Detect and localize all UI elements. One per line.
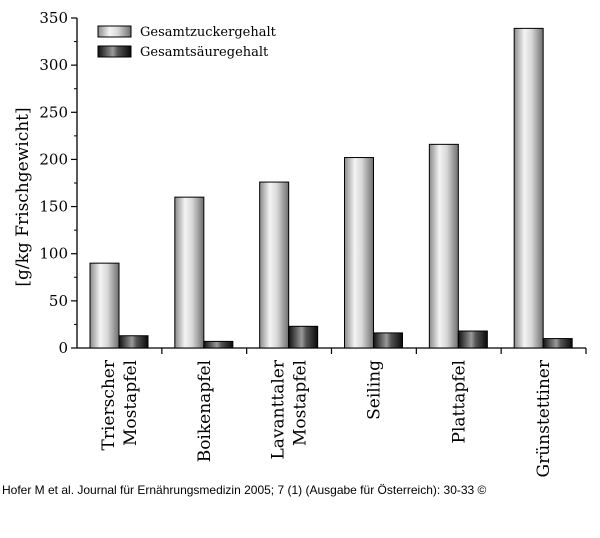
y-tick-label: 0 — [58, 339, 68, 357]
x-category-label: Trierscher — [99, 359, 119, 450]
bar-gesamtzucker — [259, 181, 290, 349]
bar-gesamtsaeure — [203, 340, 234, 349]
y-tick-label: 200 — [39, 150, 68, 168]
bar-gesamtzucker — [428, 143, 459, 349]
x-category-label: Boikenapfel — [195, 360, 215, 462]
y-tick-label: 100 — [39, 245, 68, 263]
bar-gesamtsaeure — [373, 332, 403, 349]
legend-label: Gesamtzuckergehalt — [140, 25, 277, 40]
x-category-label: Plattapfel — [449, 360, 469, 443]
bar-gesamtzucker — [513, 27, 544, 349]
y-tick-label: 150 — [39, 198, 68, 216]
legend: Gesamtzuckergehalt Gesamtsäuregehalt — [97, 25, 277, 60]
chart-axes — [71, 17, 587, 354]
chart-bars — [89, 27, 573, 349]
y-tick-label: 250 — [39, 103, 68, 121]
legend-label: Gesamtsäuregehalt — [140, 45, 269, 60]
legend-swatch — [97, 25, 132, 38]
x-category-label: Seiling — [365, 360, 385, 420]
bar-gesamtsaeure — [118, 335, 149, 349]
bar-gesamtsaeure — [457, 330, 488, 349]
y-tick-label: 350 — [39, 9, 68, 27]
bar-gesamtsaeure — [288, 325, 319, 349]
y-tick-label: 300 — [39, 56, 68, 74]
bar-gesamtzucker — [89, 262, 120, 349]
x-category-label: Grünstettiner — [534, 359, 554, 477]
bar-gesamtzucker — [344, 157, 374, 349]
y-axis-label: [g/kg Frischgewicht] — [13, 107, 33, 286]
legend-swatch — [97, 45, 132, 58]
x-category-label: Lavanttaler — [269, 359, 289, 459]
bar-gesamtzucker — [174, 196, 205, 349]
source-credit: Hofer M et al. Journal für Ernährungsmed… — [2, 483, 487, 497]
bar-gesamtsaeure — [542, 338, 573, 349]
y-tick-label: 50 — [49, 292, 68, 310]
x-category-labels: Trierscher Mostapfel Boikenapfel Lavanttale… — [99, 359, 554, 477]
x-category-label: Mostapfel — [121, 360, 141, 446]
x-category-label: Mostapfel — [291, 360, 311, 446]
y-tick-labels: 0 50 100 150 200 250 300 350 — [39, 9, 68, 357]
